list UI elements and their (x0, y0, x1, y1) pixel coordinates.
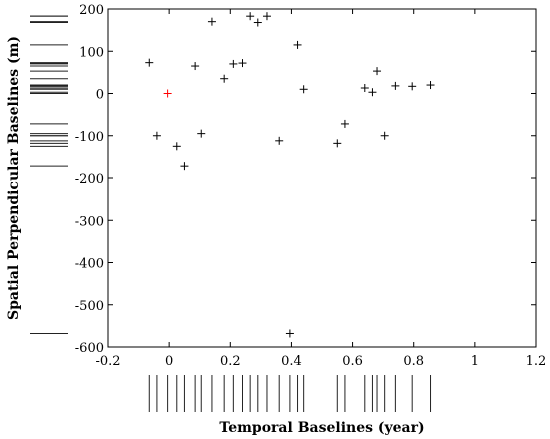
data-point (340, 119, 349, 128)
y-tick-label: 100 (79, 45, 104, 60)
x-tick-label: 0.6 (342, 354, 363, 369)
y-axis-title: Spatial Perpendicular Baselines (m) (6, 36, 22, 320)
x-tick-label: 0.2 (220, 354, 241, 369)
data-point (191, 62, 200, 71)
data-point (360, 84, 369, 93)
data-point (163, 89, 172, 98)
x-marginal-rug (148, 375, 432, 412)
x-tick-label: 0.4 (281, 354, 302, 369)
data-point (368, 88, 377, 97)
data-point (238, 59, 247, 68)
data-point (275, 136, 284, 145)
data-point (408, 82, 417, 91)
data-point (426, 81, 435, 90)
data-point (253, 18, 262, 27)
x-tick-label: 1 (471, 354, 479, 369)
data-point (373, 67, 382, 76)
data-point (229, 59, 238, 68)
scatter-points (145, 12, 435, 338)
data-point (207, 17, 216, 26)
x-axis-title: Temporal Baselines (year) (219, 420, 424, 436)
y-tick-label: -500 (75, 299, 104, 314)
data-point (197, 129, 206, 138)
data-point (293, 40, 302, 49)
y-marginal-rug (30, 15, 68, 334)
data-point (262, 12, 271, 21)
data-point (152, 131, 161, 140)
y-axis-ticks: 200 100 0 -100 -200 -300 -400 -500 -600 (75, 3, 536, 356)
x-tick-label: -0.2 (95, 354, 120, 369)
x-tick-label: 0 (165, 354, 173, 369)
data-point (391, 81, 400, 90)
data-point (172, 142, 181, 151)
y-tick-label: -100 (75, 130, 104, 145)
data-point (285, 329, 294, 338)
data-point (333, 139, 342, 148)
x-tick-label: 1.2 (526, 354, 547, 369)
y-tick-label: -400 (75, 257, 104, 272)
y-tick-label: 200 (79, 3, 104, 18)
data-point (380, 131, 389, 140)
y-tick-label: -300 (75, 214, 104, 229)
x-tick-label: 0.8 (403, 354, 424, 369)
y-tick-label: -600 (75, 341, 104, 356)
y-tick-label: 0 (96, 88, 104, 103)
data-point (180, 162, 189, 171)
plot-frame (107, 8, 537, 348)
x-axis-ticks: -0.2 0 0.2 0.4 0.6 0.8 1 1.2 (95, 9, 546, 369)
y-tick-label: -200 (75, 172, 104, 187)
data-point (220, 74, 229, 83)
data-point (299, 85, 308, 94)
data-point (246, 12, 255, 21)
data-point (145, 58, 154, 67)
